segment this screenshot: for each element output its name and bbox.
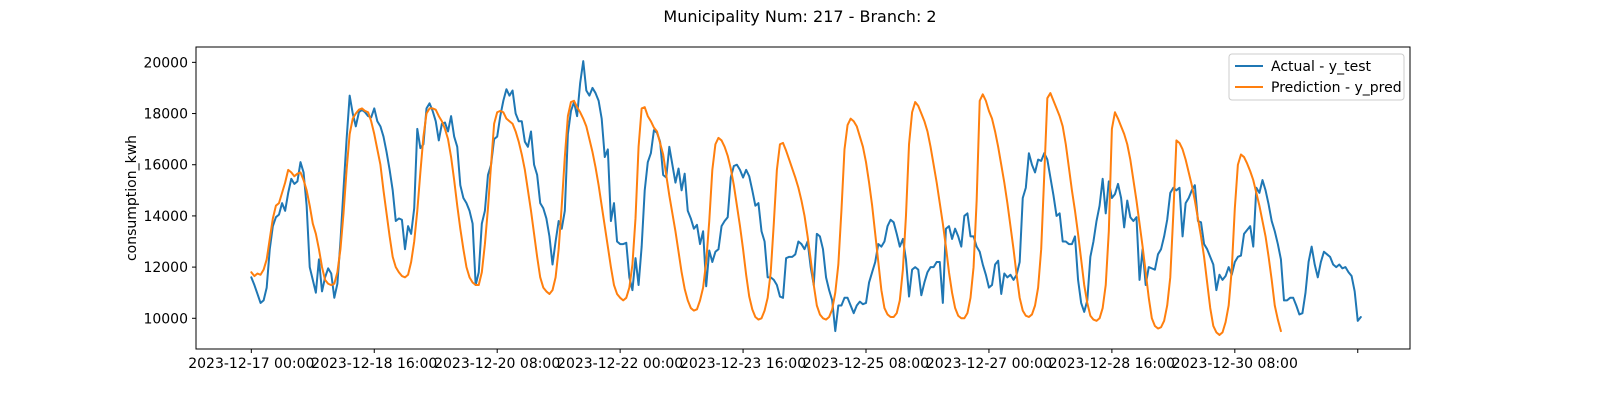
plot-lines — [250, 60, 1362, 336]
x-tick-label: 2023-12-18 16:00 — [311, 356, 437, 372]
legend-label: Actual - y_test — [1271, 59, 1371, 75]
y-tick-label: 18000 — [143, 107, 188, 123]
x-tick-label: 2023-12-28 16:00 — [1049, 356, 1175, 372]
y-axis: 10000 12000 14000 16000 18000 20000 — [143, 55, 196, 327]
legend: Actual - y_test Prediction - y_pred — [1228, 53, 1405, 101]
legend-box — [1228, 53, 1405, 101]
x-tick-label: 2023-12-25 08:00 — [803, 356, 929, 372]
y-axis-label: consumption_kwh — [124, 135, 140, 261]
y-tick-label: 10000 — [143, 311, 188, 327]
series-line-prediction — [250, 92, 1282, 336]
y-tick-label: 12000 — [143, 260, 188, 276]
x-tick-label: 2023-12-23 16:00 — [680, 356, 806, 372]
x-tick-label: 2023-12-20 08:00 — [434, 356, 560, 372]
plot-frame — [195, 46, 1411, 350]
y-tick-label: 20000 — [143, 55, 188, 71]
chart-title: Municipality Num: 217 - Branch: 2 — [663, 7, 936, 26]
x-tick-label: 2023-12-30 08:00 — [1172, 356, 1298, 372]
x-tick-label: 2023-12-22 00:00 — [557, 356, 683, 372]
y-tick-label: 14000 — [143, 209, 188, 225]
y-tick-label: 16000 — [143, 158, 188, 174]
x-tick-label: 2023-12-27 00:00 — [926, 356, 1052, 372]
legend-label: Prediction - y_pred — [1271, 80, 1402, 96]
x-tick-label: 2023-12-17 00:00 — [188, 356, 314, 372]
series-line-actual — [250, 60, 1362, 333]
